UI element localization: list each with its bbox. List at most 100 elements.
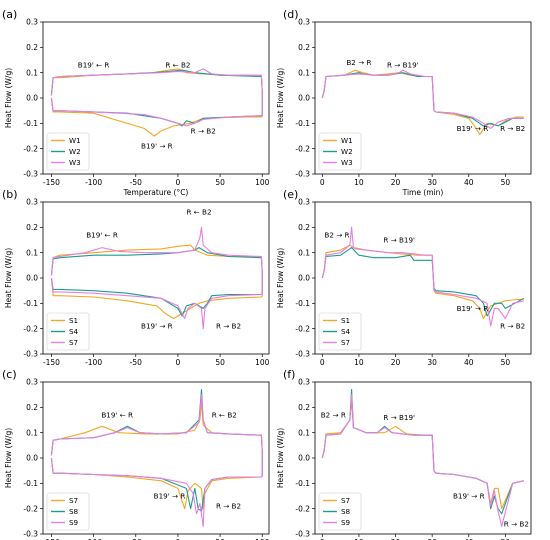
x-tick-label: 10 xyxy=(354,178,364,187)
y-tick-label: 0.0 xyxy=(298,94,310,103)
y-tick-label: -0.3 xyxy=(23,170,38,179)
x-tick-label: -150 xyxy=(43,178,60,187)
panel-d: (d) -0.3 -0.2 -0.1 0.0 0.1 0.2 0.3 0 10 20 30 40 50 He… xyxy=(276,8,532,197)
y-tick-label: -0.1 xyxy=(295,299,310,308)
panel-letter: (c) xyxy=(2,368,17,381)
legend-label: S8 xyxy=(341,507,351,516)
x-tick-label: 10 xyxy=(354,358,364,367)
panel-letter: (b) xyxy=(2,188,18,201)
series-group xyxy=(50,226,263,330)
x-tick-label: -100 xyxy=(85,178,102,187)
y-tick-label: -0.2 xyxy=(295,324,310,333)
panel-a: (a) -0.3 -0.2 -0.1 0.0 0.1 0.2 0.3 -150 -100 -50 0 5… xyxy=(2,8,270,197)
y-tick-label: -0.3 xyxy=(295,530,310,539)
x-tick-label: 50 xyxy=(215,358,225,367)
annotation-label: B19' ← R xyxy=(86,230,118,239)
x-tick-label: 100 xyxy=(255,178,270,187)
y-tick-label: 0.1 xyxy=(298,428,310,437)
y-axis-label: Heat Flow (W/g) xyxy=(276,68,285,128)
annotation-label: B19' ← R xyxy=(78,61,110,70)
y-tick-label: -0.3 xyxy=(23,530,38,539)
y-tick-label: -0.1 xyxy=(23,479,38,488)
x-tick-label: 50 xyxy=(501,358,511,367)
legend-label: S1 xyxy=(69,316,78,325)
y-tick-label: -0.3 xyxy=(295,350,310,359)
y-tick-label: 0.0 xyxy=(298,274,310,283)
y-axis-label: Heat Flow (W/g) xyxy=(4,248,13,308)
panel-letter: (e) xyxy=(283,188,298,201)
annotation-label: B19' → R xyxy=(141,322,173,331)
series-line-w2 xyxy=(321,72,524,127)
y-tick-label: -0.1 xyxy=(23,119,38,128)
annotation-label: B2 → R xyxy=(321,410,346,419)
legend xyxy=(318,492,362,531)
legend xyxy=(46,132,90,171)
series-line-s7 xyxy=(50,226,263,330)
series-line-s4 xyxy=(321,247,524,317)
x-tick-label: 50 xyxy=(215,538,225,540)
series-line-s1 xyxy=(50,244,263,320)
x-tick-label: -100 xyxy=(85,358,102,367)
annotation-label: R → B2 xyxy=(191,126,216,135)
annotation-label: B2 → R xyxy=(324,230,349,239)
x-tick-label: -50 xyxy=(130,358,142,367)
y-tick-label: -0.1 xyxy=(295,479,310,488)
series-line-w1 xyxy=(50,68,263,137)
annotation-label: B2 → R xyxy=(346,58,371,67)
y-tick-label: -0.2 xyxy=(295,144,310,153)
legend xyxy=(46,312,90,351)
series-group xyxy=(50,68,263,137)
x-tick-label: -150 xyxy=(43,538,60,540)
x-tick-label: 50 xyxy=(215,178,225,187)
y-tick-label: -0.3 xyxy=(23,350,38,359)
legend-label: S9 xyxy=(69,518,79,527)
x-tick-label: -50 xyxy=(130,178,142,187)
x-tick-label: 20 xyxy=(391,538,401,540)
annotation-label: B19' ← R xyxy=(101,410,133,419)
legend-label: S7 xyxy=(69,338,78,347)
annotation-label: R → B19' xyxy=(387,61,419,70)
legend-label: W3 xyxy=(341,158,353,167)
y-tick-label: -0.2 xyxy=(295,504,310,513)
y-tick-label: 0.2 xyxy=(26,223,38,232)
y-tick-label: 0.3 xyxy=(298,378,310,387)
legend-label: S7 xyxy=(69,496,78,505)
annotation-label: B19' → R xyxy=(457,304,489,313)
series-line-w3 xyxy=(50,68,263,127)
annotation-label: B19' → R xyxy=(141,142,173,151)
panel-f: (f) -0.3 -0.2 -0.1 0.0 0.1 0.2 0.3 0 10 20 30 40 50 He… xyxy=(276,368,532,540)
legend xyxy=(318,132,362,171)
x-tick-label: 10 xyxy=(354,538,364,540)
y-tick-label: -0.1 xyxy=(23,299,38,308)
series-line-w1 xyxy=(321,69,524,136)
annotation-label: R → B2 xyxy=(216,502,241,511)
legend-label: S1 xyxy=(341,316,350,325)
y-tick-label: 0.3 xyxy=(26,378,38,387)
x-axis-label: Temperature (°C) xyxy=(123,188,189,197)
series-line-w3 xyxy=(321,69,524,129)
annotation-label: R → B19' xyxy=(383,413,415,422)
x-tick-label: -100 xyxy=(85,538,102,540)
y-tick-label: 0.2 xyxy=(298,403,310,412)
series-line-s7 xyxy=(321,226,524,327)
annotation-label: B19' → R xyxy=(154,492,186,501)
y-tick-label: 0.3 xyxy=(26,198,38,207)
y-tick-label: 0.0 xyxy=(26,94,38,103)
panel-letter: (d) xyxy=(283,8,299,21)
annotation-label: B19' → R xyxy=(453,492,485,501)
y-axis-label: Heat Flow (W/g) xyxy=(4,428,13,488)
series-line-s9 xyxy=(50,394,263,527)
x-tick-label: 40 xyxy=(464,178,474,187)
legend-label: W3 xyxy=(69,158,81,167)
y-tick-label: 0.0 xyxy=(26,454,38,463)
x-tick-label: 40 xyxy=(464,358,474,367)
panel-e: (e) -0.3 -0.2 -0.1 0.0 0.1 0.2 0.3 0 10 20 30 40 50 He… xyxy=(276,188,532,367)
annotation-label: R → B19' xyxy=(383,236,415,245)
panel-c: (c) -0.3 -0.2 -0.1 0.0 0.1 0.2 0.3 -150 -100 -50 0 5… xyxy=(2,368,270,540)
series-group xyxy=(321,226,524,327)
y-tick-label: 0.1 xyxy=(298,68,310,77)
series-line-s9 xyxy=(321,394,524,527)
annotation-label: R ← B2 xyxy=(165,61,190,70)
annotation-label: R → B2 xyxy=(500,322,525,331)
